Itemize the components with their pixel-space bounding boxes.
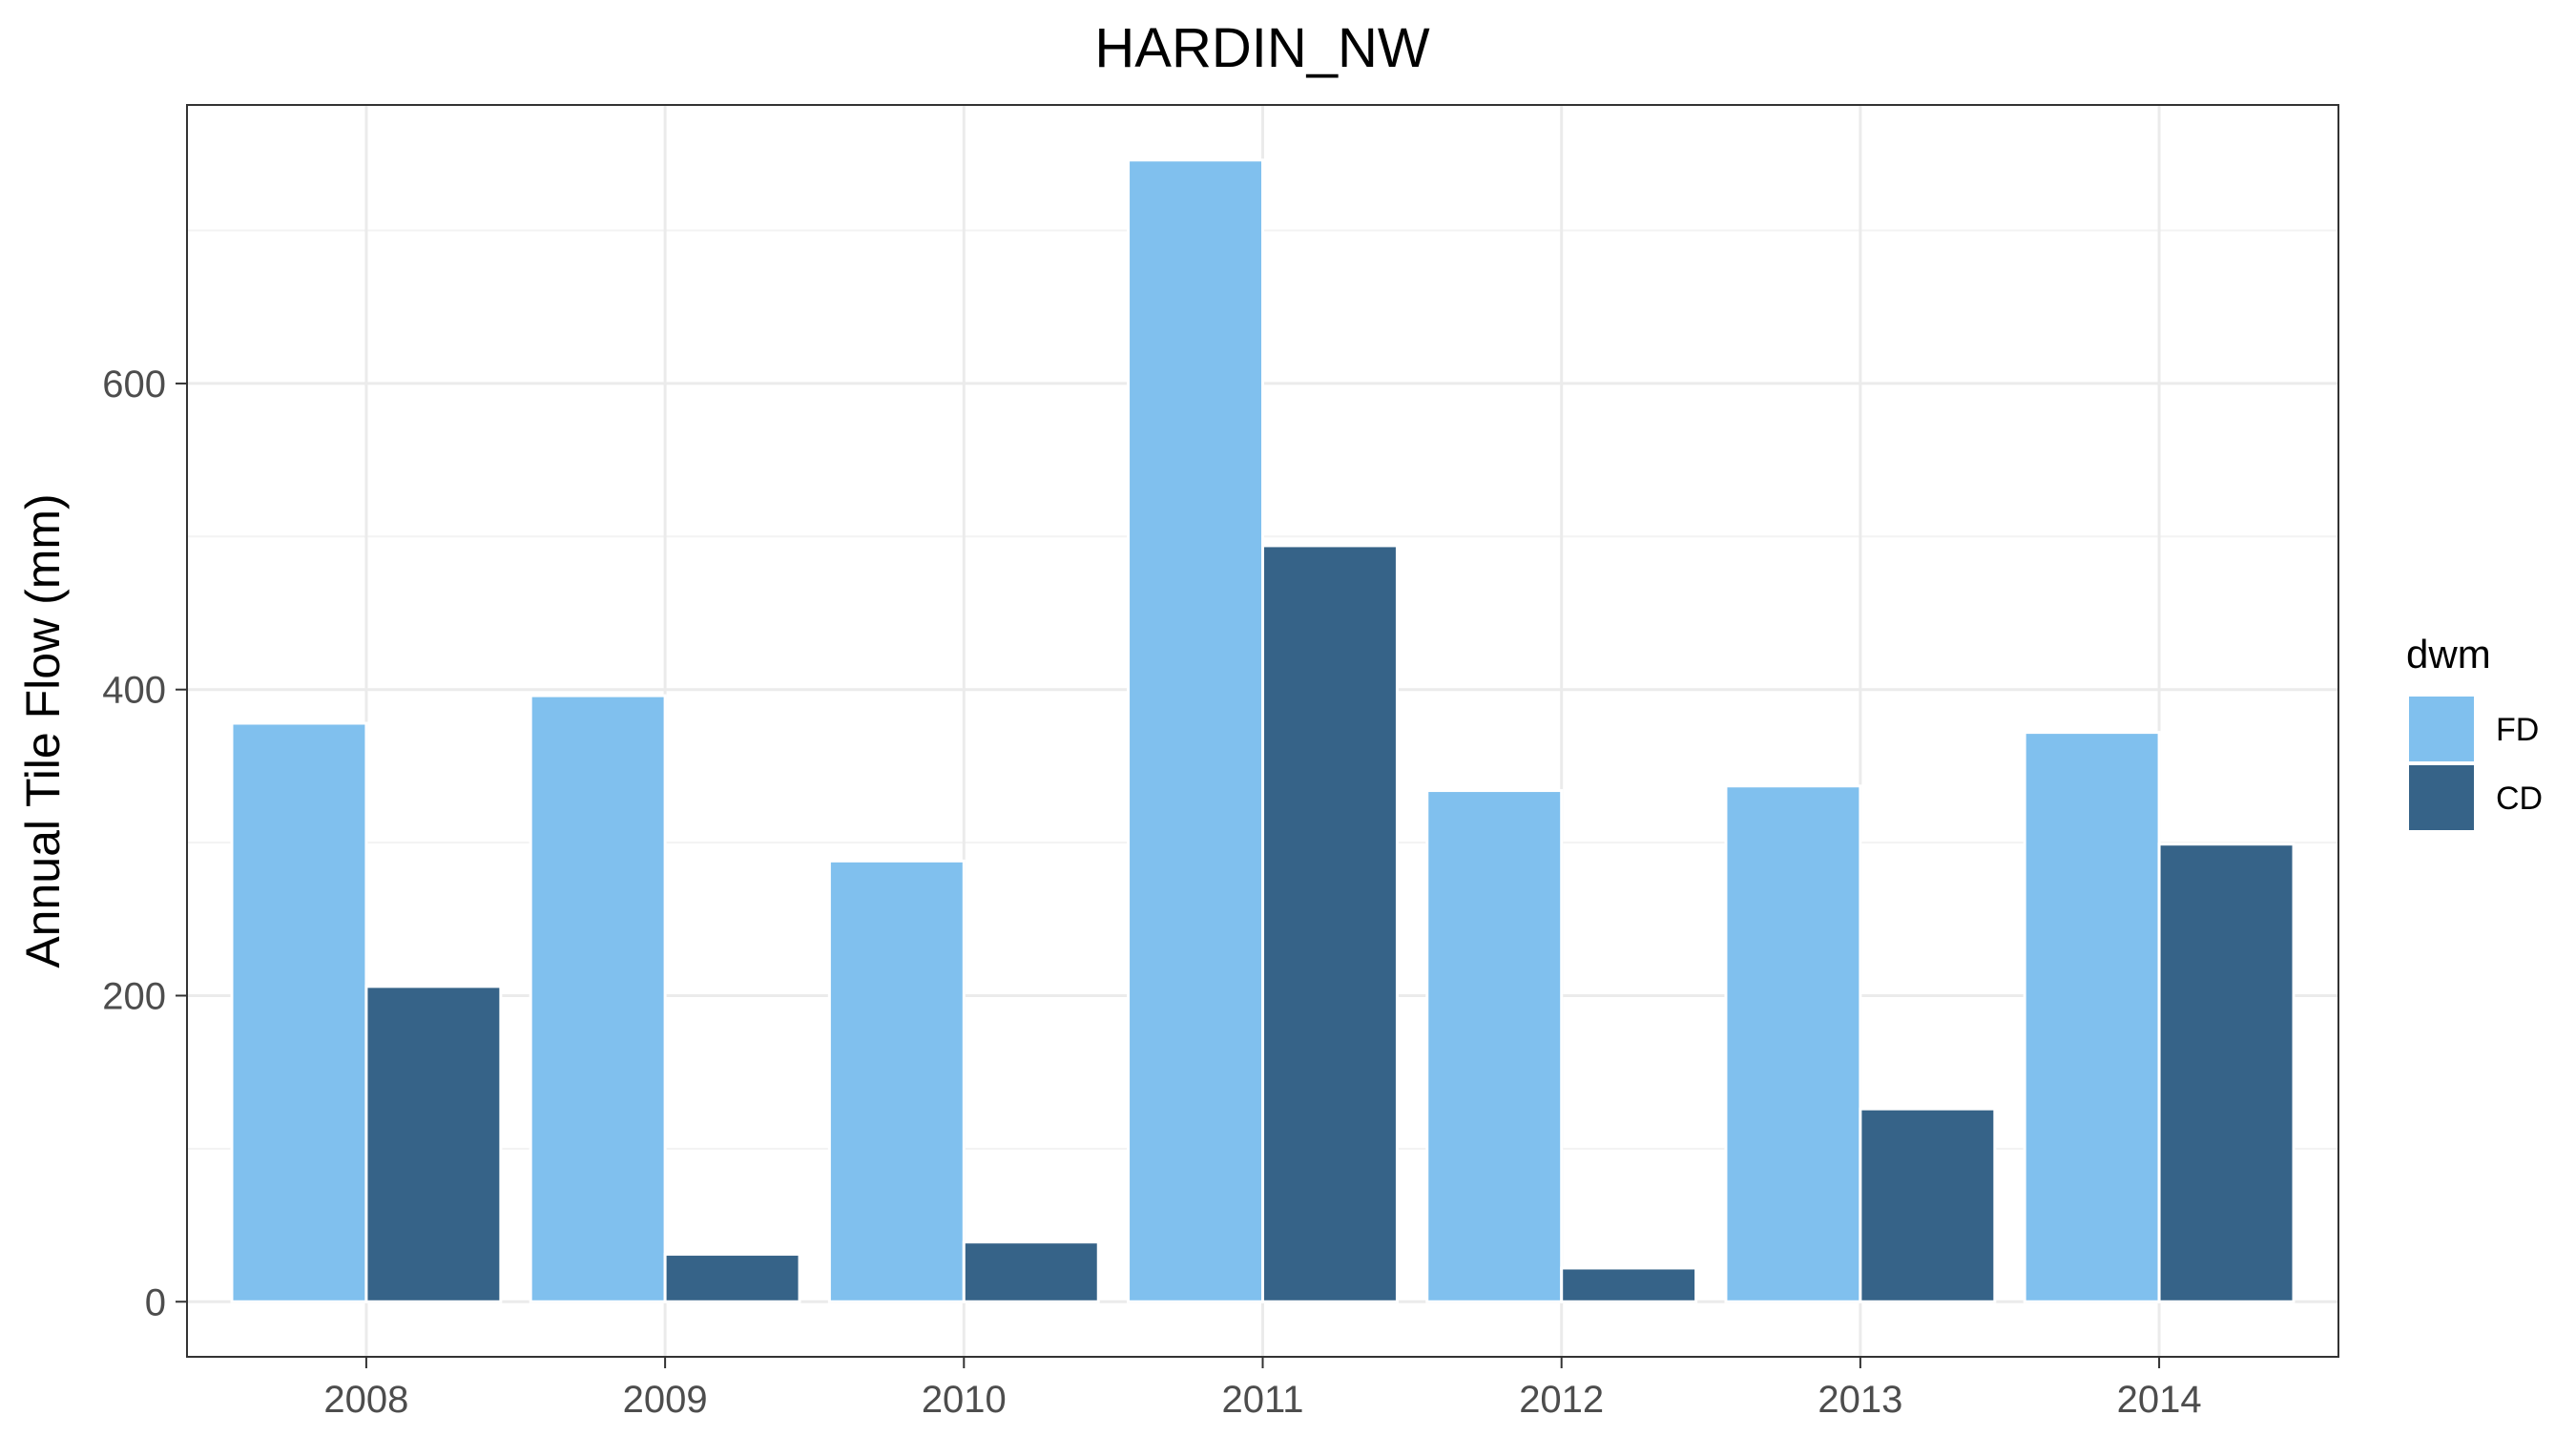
legend-key-cd [2409, 765, 2474, 830]
chart-title: HARDIN_NW [1094, 17, 1429, 79]
bar-cd-2011 [1261, 544, 1399, 1303]
x-tick-label-2011: 2011 [1221, 1379, 1303, 1421]
bar-fd-2013 [1724, 784, 1862, 1303]
y-tick-label-0: 0 [145, 1281, 166, 1323]
bar-cd-2008 [364, 985, 503, 1303]
legend-title: dwm [2406, 632, 2491, 676]
bar-fd-2014 [2023, 731, 2161, 1303]
bar-cd-2014 [2157, 843, 2296, 1303]
x-tick-label-2014: 2014 [2117, 1379, 2202, 1421]
bar-cd-2012 [1560, 1266, 1698, 1303]
legend-key-fd [2409, 697, 2474, 761]
bar-cd-2013 [1859, 1107, 1997, 1303]
axes: 0 200 400 600 2008 2009 2010 2011 2012 2013 2014 [102, 364, 2201, 1421]
x-tick-label-2012: 2012 [1519, 1379, 1604, 1421]
bar-cd-2009 [663, 1253, 801, 1303]
bar-fd-2008 [230, 721, 368, 1303]
legend-label-fd: FD [2496, 712, 2539, 748]
y-tick-label-400: 400 [102, 670, 166, 712]
x-tick-label-2009: 2009 [623, 1379, 708, 1421]
legend: dwm FD CD [2406, 632, 2543, 830]
x-tick-label-2013: 2013 [1818, 1379, 1902, 1421]
y-tick-label-600: 600 [102, 364, 166, 406]
bar-fd-2011 [1127, 158, 1264, 1303]
bars [230, 158, 2296, 1303]
bar-fd-2012 [1425, 789, 1564, 1303]
bar-cd-2010 [962, 1240, 1100, 1303]
bar-fd-2009 [529, 694, 667, 1303]
legend-label-cd: CD [2496, 780, 2543, 817]
y-axis-title: Annual Tile Flow (mm) [16, 493, 70, 968]
x-tick-label-2010: 2010 [922, 1379, 1007, 1421]
y-tick-label-200: 200 [102, 975, 166, 1017]
x-tick-label-2008: 2008 [323, 1379, 408, 1421]
bar-fd-2010 [827, 859, 966, 1303]
